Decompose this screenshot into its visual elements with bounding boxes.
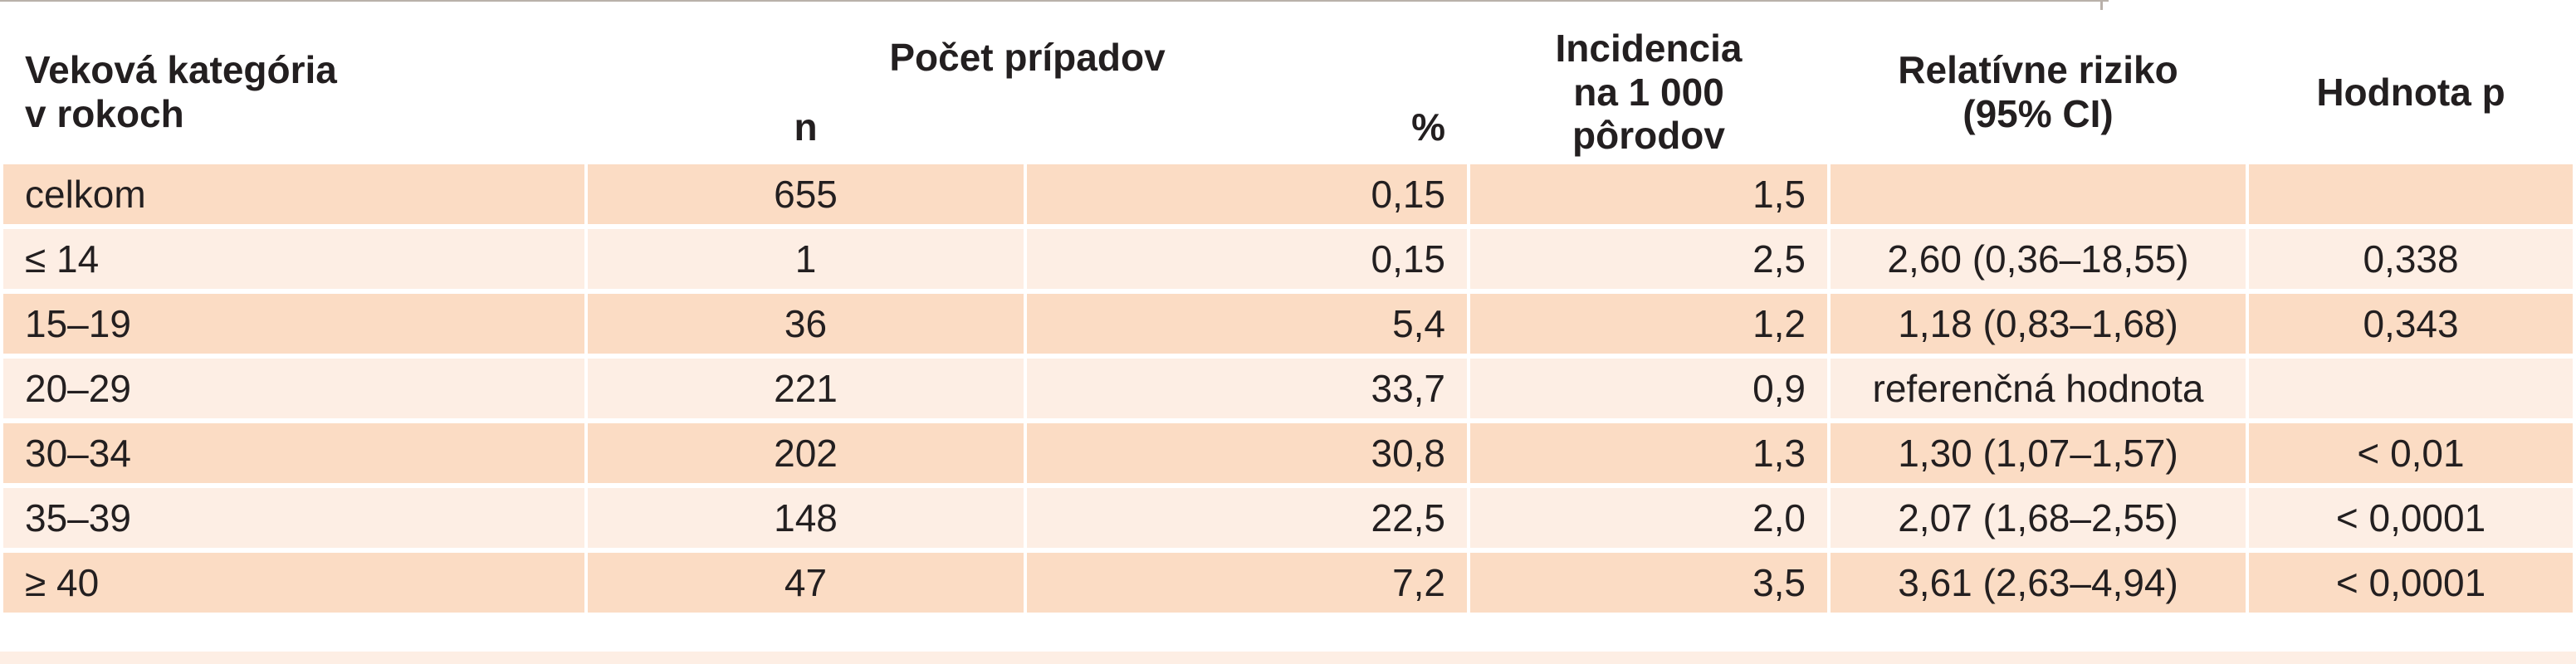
cell-incidence: 1,2 — [1470, 294, 1828, 354]
cell-n: 655 — [588, 164, 1024, 224]
cell-relative-risk — [1831, 164, 2246, 224]
cell-n: 1 — [588, 229, 1024, 289]
cell-n: 47 — [588, 553, 1024, 613]
cell-percent: 0,15 — [1027, 229, 1468, 289]
header-cases: Počet prípadov — [588, 25, 1468, 90]
cell-percent: 22,5 — [1027, 488, 1468, 548]
table-row: 15–19 36 5,4 1,2 1,18 (0,83–1,68) 0,343 — [3, 294, 2574, 354]
header-p-value: Hodnota p — [2249, 25, 2574, 159]
table-row: ≥ 40 47 7,2 3,5 3,61 (2,63–4,94) < 0,0001 — [3, 553, 2574, 613]
table-row: 20–29 221 33,7 0,9 referenčná hodnota — [3, 359, 2574, 418]
cell-relative-risk: 2,07 (1,68–2,55) — [1831, 488, 2246, 548]
cell-relative-risk: 1,30 (1,07–1,57) — [1831, 423, 2246, 483]
top-rule-tick — [2100, 0, 2103, 10]
cell-incidence: 1,5 — [1470, 164, 1828, 224]
cell-percent: 7,2 — [1027, 553, 1468, 613]
cell-p-value — [2249, 164, 2574, 224]
data-table: Veková kategória v rokoch Počet prípadov… — [0, 20, 2576, 618]
cell-n: 202 — [588, 423, 1024, 483]
cell-age: 30–34 — [3, 423, 584, 483]
cell-p-value: 0,343 — [2249, 294, 2574, 354]
cell-relative-risk: 1,18 (0,83–1,68) — [1831, 294, 2246, 354]
cell-age: celkom — [3, 164, 584, 224]
cell-age: 35–39 — [3, 488, 584, 548]
header-percent: % — [1027, 95, 1468, 159]
cell-percent: 30,8 — [1027, 423, 1468, 483]
table-row: celkom 655 0,15 1,5 — [3, 164, 2574, 224]
bottom-band — [0, 652, 2576, 664]
cell-n: 36 — [588, 294, 1024, 354]
header-relative-risk: Relatívne riziko (95% CI) — [1831, 25, 2246, 159]
cell-age: ≥ 40 — [3, 553, 584, 613]
cell-percent: 0,15 — [1027, 164, 1468, 224]
header-age-category: Veková kategória v rokoch — [3, 25, 584, 159]
header-incidence: Incidencia na 1 000 pôrodov — [1470, 25, 1828, 159]
cell-incidence: 3,5 — [1470, 553, 1828, 613]
cell-age: 15–19 — [3, 294, 584, 354]
cell-p-value — [2249, 359, 2574, 418]
cell-p-value: < 0,0001 — [2249, 553, 2574, 613]
cell-p-value: 0,338 — [2249, 229, 2574, 289]
cell-incidence: 2,5 — [1470, 229, 1828, 289]
cell-percent: 5,4 — [1027, 294, 1468, 354]
cell-age: 20–29 — [3, 359, 584, 418]
cell-incidence: 0,9 — [1470, 359, 1828, 418]
cell-incidence: 1,3 — [1470, 423, 1828, 483]
cell-age: ≤ 14 — [3, 229, 584, 289]
cell-percent: 33,7 — [1027, 359, 1468, 418]
top-rule — [0, 0, 2109, 10]
table-body: celkom 655 0,15 1,5 ≤ 14 1 0,15 2,5 2,60 (0,36–1… — [3, 164, 2574, 613]
cell-incidence: 2,0 — [1470, 488, 1828, 548]
table-row: 30–34 202 30,8 1,3 1,30 (1,07–1,57) < 0,01 — [3, 423, 2574, 483]
cell-relative-risk: 2,60 (0,36–18,55) — [1831, 229, 2246, 289]
cell-p-value: < 0,0001 — [2249, 488, 2574, 548]
header-n: n — [588, 95, 1024, 159]
table-row: ≤ 14 1 0,15 2,5 2,60 (0,36–18,55) 0,338 — [3, 229, 2574, 289]
cell-p-value: < 0,01 — [2249, 423, 2574, 483]
cell-relative-risk: referenčná hodnota — [1831, 359, 2246, 418]
cell-n: 148 — [588, 488, 1024, 548]
cell-n: 221 — [588, 359, 1024, 418]
cell-relative-risk: 3,61 (2,63–4,94) — [1831, 553, 2246, 613]
table-row: 35–39 148 22,5 2,0 2,07 (1,68–2,55) < 0,0001 — [3, 488, 2574, 548]
